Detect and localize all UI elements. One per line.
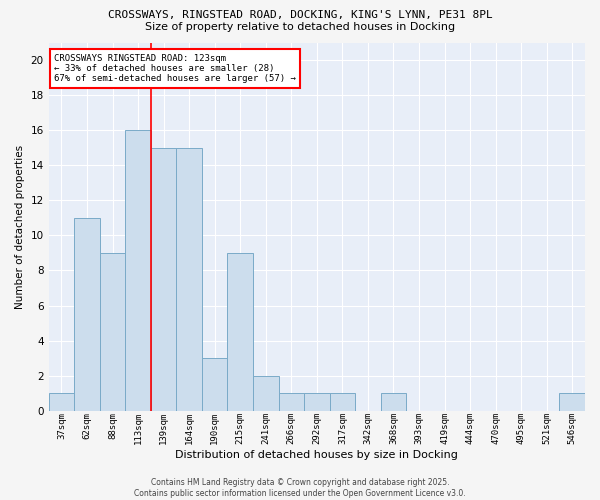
Bar [74,218,100,411]
Bar [100,253,125,411]
Bar [125,130,151,411]
Text: CROSSWAYS RINGSTEAD ROAD: 123sqm
← 33% of detached houses are smaller (28)
67% o: CROSSWAYS RINGSTEAD ROAD: 123sqm ← 33% o… [54,54,296,84]
Bar [202,358,227,411]
Text: Size of property relative to detached houses in Docking: Size of property relative to detached ho… [145,22,455,32]
Bar [304,394,329,411]
Bar [329,394,355,411]
Bar [176,148,202,411]
Bar [49,394,74,411]
Bar [380,394,406,411]
Text: CROSSWAYS, RINGSTEAD ROAD, DOCKING, KING'S LYNN, PE31 8PL: CROSSWAYS, RINGSTEAD ROAD, DOCKING, KING… [107,10,493,20]
Text: Contains HM Land Registry data © Crown copyright and database right 2025.
Contai: Contains HM Land Registry data © Crown c… [134,478,466,498]
Bar [151,148,176,411]
Bar [278,394,304,411]
X-axis label: Distribution of detached houses by size in Docking: Distribution of detached houses by size … [175,450,458,460]
Bar [559,394,585,411]
Bar [253,376,278,411]
Bar [227,253,253,411]
Y-axis label: Number of detached properties: Number of detached properties [15,144,25,308]
